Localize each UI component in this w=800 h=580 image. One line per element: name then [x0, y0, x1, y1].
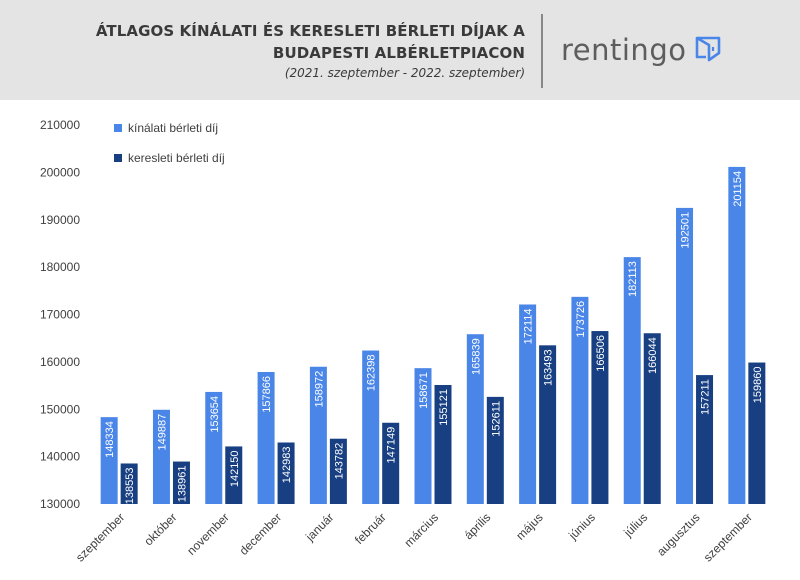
y-tick-label: 150000 [40, 402, 80, 416]
title-block: ÁTLAGOS KÍNÁLATI ÉS KERESLETI BÉRLETI DÍ… [65, 20, 525, 80]
data-label: 152611 [490, 401, 502, 437]
data-label: 147149 [386, 427, 398, 464]
data-label: 157866 [261, 376, 273, 413]
bar-kinalati [309, 366, 327, 504]
x-tick-label: szeptember [73, 510, 127, 564]
data-label: 138553 [124, 467, 136, 504]
data-label: 149887 [156, 414, 168, 451]
data-label: 159860 [752, 367, 764, 404]
y-tick-label: 130000 [40, 497, 80, 511]
bar-keresleti [277, 442, 295, 504]
data-label: 158671 [418, 372, 430, 409]
y-tick-label: 190000 [40, 213, 80, 227]
x-tick-label: július [620, 510, 650, 540]
data-label: 165839 [470, 338, 482, 375]
bar-kinalati [257, 371, 275, 504]
header-banner: ÁTLAGOS KÍNÁLATI ÉS KERESLETI BÉRLETI DÍ… [0, 0, 800, 100]
data-label: 162398 [366, 355, 378, 392]
data-label: 163493 [543, 349, 555, 386]
data-label: 148334 [104, 421, 116, 458]
x-tick-label: február [352, 510, 389, 547]
x-tick-label: december [237, 510, 285, 558]
data-label: 138961 [176, 466, 188, 503]
data-label: 173726 [575, 301, 587, 338]
data-label: 155121 [438, 389, 450, 426]
bar-keresleti [329, 438, 347, 504]
bar-keresleti [591, 331, 609, 504]
bar-keresleti [225, 446, 243, 504]
x-tick-label: március [402, 510, 442, 550]
data-label: 142983 [281, 446, 293, 483]
data-label: 142150 [229, 450, 241, 487]
bar-kinalati [519, 304, 537, 504]
chart-title-line2: BUDAPESTI ALBÉRLETPIACON [272, 44, 525, 62]
y-tick-label: 140000 [40, 450, 80, 464]
bar-keresleti [382, 422, 400, 504]
header-divider [541, 14, 543, 88]
data-label: 153654 [209, 396, 221, 433]
bar-keresleti [643, 333, 661, 504]
legend-label: kínálati bérleti díj [128, 121, 218, 135]
legend-swatch [114, 124, 122, 132]
legend-label: keresleti bérleti díj [128, 151, 225, 165]
bar-kinalati [728, 166, 746, 504]
data-label: 158972 [313, 371, 325, 408]
chart-title-line1: ÁTLAGOS KÍNÁLATI ÉS KERESLETI BÉRLETI DÍ… [95, 22, 525, 40]
bar-keresleti [120, 463, 138, 504]
data-label: 192501 [680, 212, 692, 249]
y-tick-label: 200000 [40, 165, 80, 179]
y-tick-label: 170000 [40, 308, 80, 322]
x-tick-label: szeptember [701, 510, 755, 564]
bar-kinalati [100, 417, 118, 504]
data-label: 143782 [333, 443, 345, 480]
y-tick-label: 180000 [40, 260, 80, 274]
x-tick-label: április [461, 510, 493, 542]
x-tick-label: október [141, 510, 179, 548]
data-label: 166506 [595, 335, 607, 372]
bar-chart: 130000 140000 150000 160000 170000 180000 1900… [40, 118, 766, 564]
chart-subtitle: (2021. szeptember - 2022. szeptember) [284, 66, 525, 80]
bar-keresleti [539, 345, 557, 504]
bar-kinalati [623, 257, 641, 504]
data-label: 172114 [523, 308, 535, 344]
bar-keresleti [748, 362, 766, 504]
y-tick-label: 210000 [40, 118, 80, 132]
bar-kinalati [571, 296, 589, 504]
rentingo-logo: rentingo [561, 30, 722, 70]
x-tick-label: január [302, 510, 336, 544]
x-tick-label: június [565, 510, 598, 543]
x-tick-label: november [184, 510, 232, 558]
data-label: 201154 [732, 171, 744, 207]
bar-kinalati [152, 409, 170, 504]
data-label: 157211 [700, 379, 712, 415]
data-label: 166044 [647, 337, 659, 374]
bar-kinalati [676, 207, 694, 504]
bar-keresleti [172, 461, 190, 504]
logo-text: rentingo [561, 33, 687, 67]
data-label: 182113 [627, 261, 639, 297]
bar-kinalati [362, 350, 380, 504]
y-tick-label: 160000 [40, 355, 80, 369]
legend-swatch [114, 154, 122, 162]
x-tick-label: május [513, 510, 546, 543]
bar-keresleti [486, 396, 504, 504]
bar-keresleti [434, 384, 452, 504]
door-icon [694, 33, 722, 68]
bar-kinalati [466, 334, 484, 504]
bar-keresleti [696, 375, 714, 504]
bar-kinalati [205, 391, 223, 504]
bar-kinalati [414, 368, 432, 504]
x-tick-label: augusztus [654, 510, 703, 559]
